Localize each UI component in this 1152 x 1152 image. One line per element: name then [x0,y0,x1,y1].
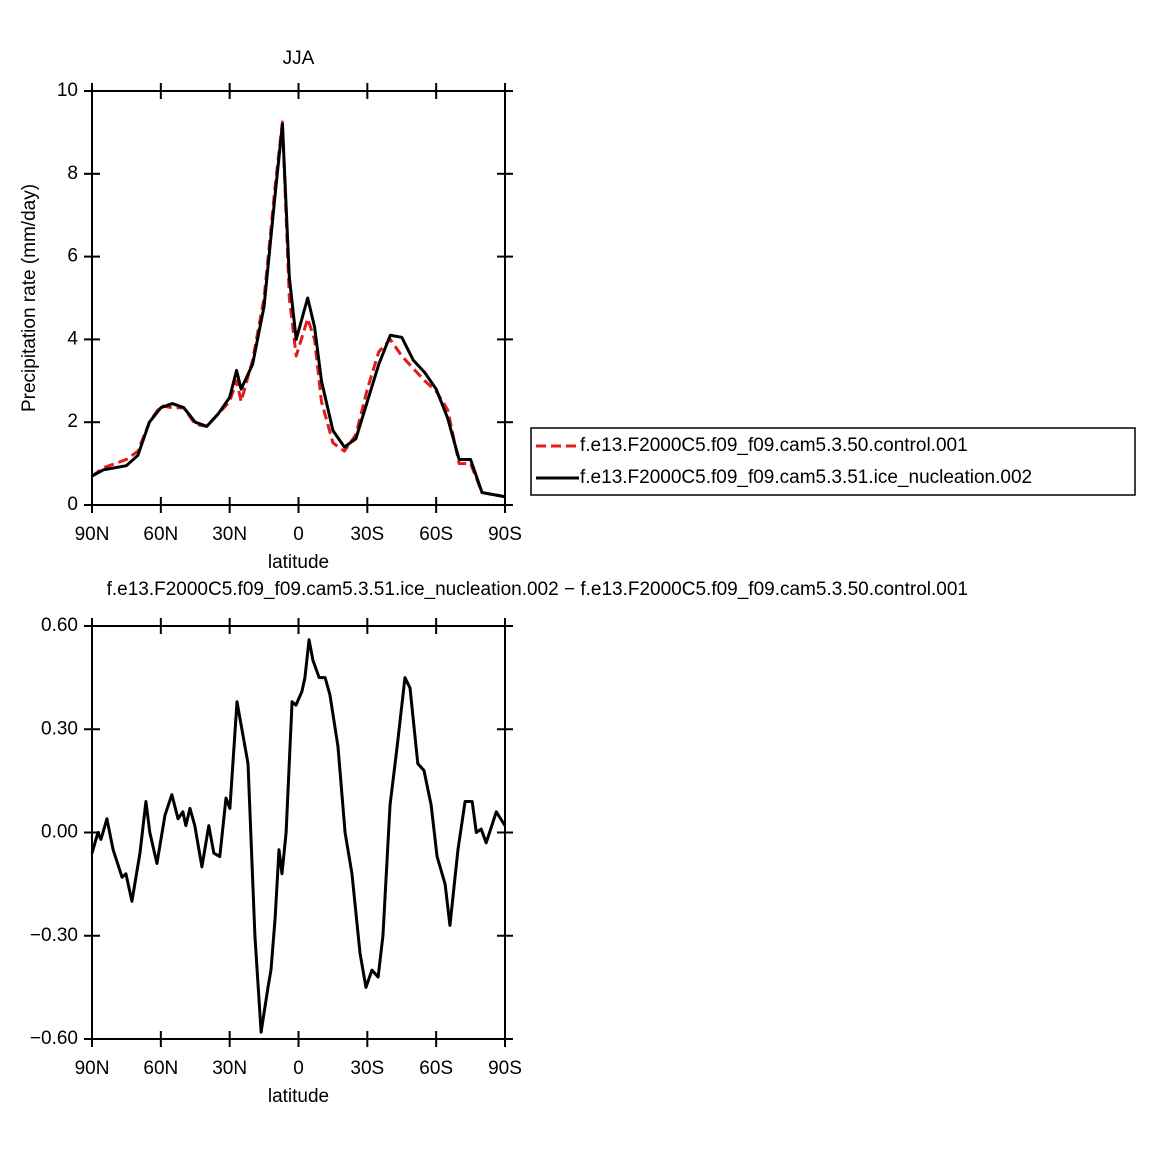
x-tick-label: 30N [212,1058,247,1079]
x-tick-label: 90N [75,1058,110,1079]
data-line [90,638,507,1034]
plot-frame [91,90,506,506]
x-tick-label: 90S [488,1058,522,1079]
chart-title: f.e13.F2000C5.f09_f09.cam5.3.51.ice_nucl… [107,579,968,600]
x-tick-label: 30N [212,524,247,545]
y-tick-label: 0.00 [41,822,78,843]
legend-box [530,427,1136,496]
x-tick-label: 90N [75,524,110,545]
y-tick-label: 10 [57,80,78,101]
plot-frame [91,625,506,1040]
y-tick-label: 0 [67,494,78,515]
x-tick-label: 0 [293,1058,304,1079]
legend-label: f.e13.F2000C5.f09_f09.cam5.3.51.ice_nucl… [580,467,1032,488]
y-tick-label: 4 [67,328,78,349]
chart-title: JJA [283,48,315,69]
y-axis-label: Precipitation rate (mm/day) [19,184,40,412]
x-tick-label: 60N [143,1058,178,1079]
x-tick-label: 60S [419,524,453,545]
x-tick-label: 30S [350,524,384,545]
x-tick-label: 60N [143,524,178,545]
x-tick-label: 30S [350,1058,384,1079]
x-tick-label: 90S [488,524,522,545]
x-axis-label: latitude [268,1086,329,1107]
y-tick-label: 8 [67,163,78,184]
x-tick-label: 0 [293,524,304,545]
data-line [91,120,506,499]
y-tick-label: −0.60 [30,1028,78,1049]
data-line [91,122,506,499]
legend-label: f.e13.F2000C5.f09_f09.cam5.3.50.control.… [580,435,968,456]
x-axis-label: latitude [268,552,329,573]
x-tick-label: 60S [419,1058,453,1079]
y-tick-label: 6 [67,246,78,267]
y-tick-label: 0.30 [41,718,78,739]
y-tick-label: 0.60 [41,615,78,636]
y-tick-label: −0.30 [30,925,78,946]
y-tick-label: 2 [67,411,78,432]
